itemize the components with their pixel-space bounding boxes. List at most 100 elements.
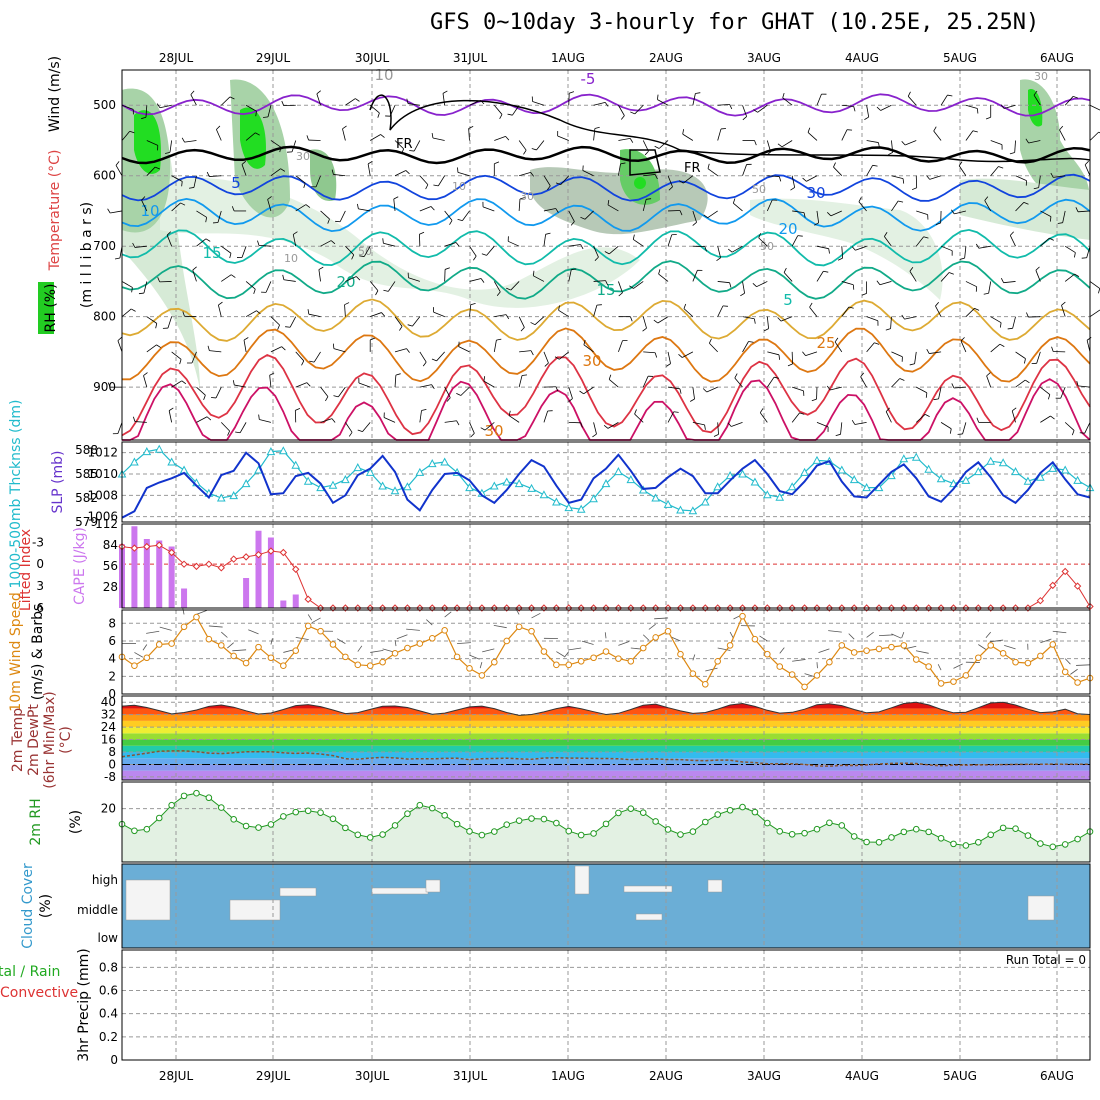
- wind-barb-flag: [318, 266, 324, 270]
- wind10-line-point: [838, 642, 846, 649]
- wind-barb-flag: [231, 274, 236, 278]
- thickness-line-point: [154, 444, 164, 453]
- wind-barb-flag: [594, 256, 599, 261]
- wind-barb-flag: [395, 373, 401, 376]
- wind-barb: [419, 175, 429, 185]
- wind10-line-point: [453, 653, 461, 661]
- wind-barb-flag: [143, 372, 148, 376]
- wind-barb-flag: [496, 291, 501, 296]
- wind-barb-flag: [1050, 415, 1055, 420]
- wind10-line-point: [565, 661, 573, 669]
- temp-label-0: 2m Temp: [10, 708, 26, 772]
- wind-barb-flag: [425, 184, 429, 190]
- wind-barb: [618, 340, 623, 353]
- wind-barb-flag: [974, 307, 980, 311]
- wind-barb: [342, 128, 346, 141]
- wind-barb-flag: [1011, 407, 1017, 412]
- wind-barb: [940, 422, 952, 430]
- wind-barb: [166, 234, 173, 247]
- thickness-line-point: [862, 483, 871, 492]
- wind10-line-point: [391, 650, 399, 657]
- wind10-line-point: [764, 650, 771, 658]
- bottom-date-label: 29JUL: [256, 1069, 291, 1083]
- wind-barb: [731, 245, 743, 253]
- wind-barb-flag: [802, 177, 807, 182]
- wind-barb-flag: [181, 181, 183, 187]
- wind-barb-flag: [734, 373, 738, 379]
- wind-barb-flag: [519, 197, 525, 200]
- wind-barb: [1038, 175, 1041, 188]
- wind-barb: [816, 271, 824, 282]
- temp-tick: 16: [101, 733, 116, 747]
- wind-barb: [809, 306, 818, 317]
- lifted-index-line-point: [217, 564, 225, 572]
- isotherm-line: [122, 327, 1091, 383]
- wind-barb-flag: [740, 292, 745, 297]
- wind-barb: [593, 280, 606, 282]
- isotherm-label: 5: [783, 291, 793, 309]
- thickness-line-point: [229, 491, 239, 500]
- wind-barb-flag: [629, 285, 634, 289]
- wind-barb-flag: [707, 163, 710, 169]
- wind-barb-flag: [179, 359, 182, 365]
- wind-barb: [907, 96, 917, 106]
- wind-barb: [965, 104, 978, 109]
- wind-barb-flag: [689, 398, 695, 402]
- wind-barb: [333, 174, 346, 177]
- precip-tick: 0.6: [99, 984, 118, 998]
- wind-barb-flag: [885, 328, 891, 331]
- wind-barb: [855, 245, 867, 251]
- wind-barb: [841, 281, 854, 286]
- wind-barb-flag: [544, 362, 549, 367]
- wind-barb-flag: [155, 323, 158, 329]
- wind-barb: [560, 175, 570, 185]
- wind-barb: [557, 135, 569, 141]
- wind-barb: [1040, 237, 1050, 247]
- wind-barb: [960, 340, 967, 353]
- wind10-line-point: [267, 654, 275, 662]
- wind-barb: [766, 316, 769, 329]
- rh2m-line-point: [975, 838, 982, 846]
- wind-barb-flag: [644, 150, 649, 156]
- wind-barb-flag: [673, 411, 679, 413]
- temp-line: [121, 701, 1091, 716]
- wind-barb: [269, 375, 272, 388]
- wind10-barb: [493, 624, 507, 629]
- wind-barb: [707, 168, 718, 177]
- bottom-date-label: 4AUG: [845, 1069, 879, 1083]
- wind-barb-flag: [457, 219, 463, 222]
- wind-barb: [436, 351, 445, 362]
- wind10-line-point: [925, 663, 932, 670]
- rh2m-line-point: [280, 813, 287, 820]
- wind-barb-flag: [754, 140, 757, 146]
- wind-barb: [618, 281, 623, 293]
- top-date-label: 29JUL: [256, 51, 291, 65]
- rh-contour-label: 10: [452, 180, 466, 193]
- wind-barb: [885, 411, 892, 423]
- wind10-line-point: [168, 640, 175, 647]
- rh-shade: [530, 167, 708, 235]
- thickness-line-point: [576, 504, 586, 513]
- wind10-line-point: [180, 623, 188, 631]
- wind-barb-flag: [1075, 207, 1079, 212]
- wind-barb: [171, 351, 182, 360]
- wind-barb-flag: [1025, 138, 1029, 144]
- wind-barb: [742, 316, 755, 320]
- rh-legend-group: RH (%): [43, 284, 59, 333]
- wind-barb-flag: [758, 233, 762, 239]
- bottom-date-label: 1AUG: [551, 1069, 585, 1083]
- wind-barb: [444, 386, 451, 398]
- wind-barb: [169, 140, 173, 153]
- bottom-date-label: 3AUG: [747, 1069, 781, 1083]
- wind-axis-label: Wind (m/s): [47, 56, 63, 132]
- wind-barb: [965, 308, 975, 317]
- isotherm-label: 30: [806, 184, 825, 202]
- isotherm-label: 10: [374, 66, 393, 84]
- isotherm-label: -5: [581, 70, 596, 88]
- wind-barb: [121, 131, 131, 141]
- wind-barb: [1064, 273, 1075, 282]
- wind-barb-flag: [555, 208, 559, 213]
- wind-barb-flag: [603, 424, 609, 429]
- wind-barb-flag: [568, 398, 573, 403]
- cape-bar: [131, 526, 138, 608]
